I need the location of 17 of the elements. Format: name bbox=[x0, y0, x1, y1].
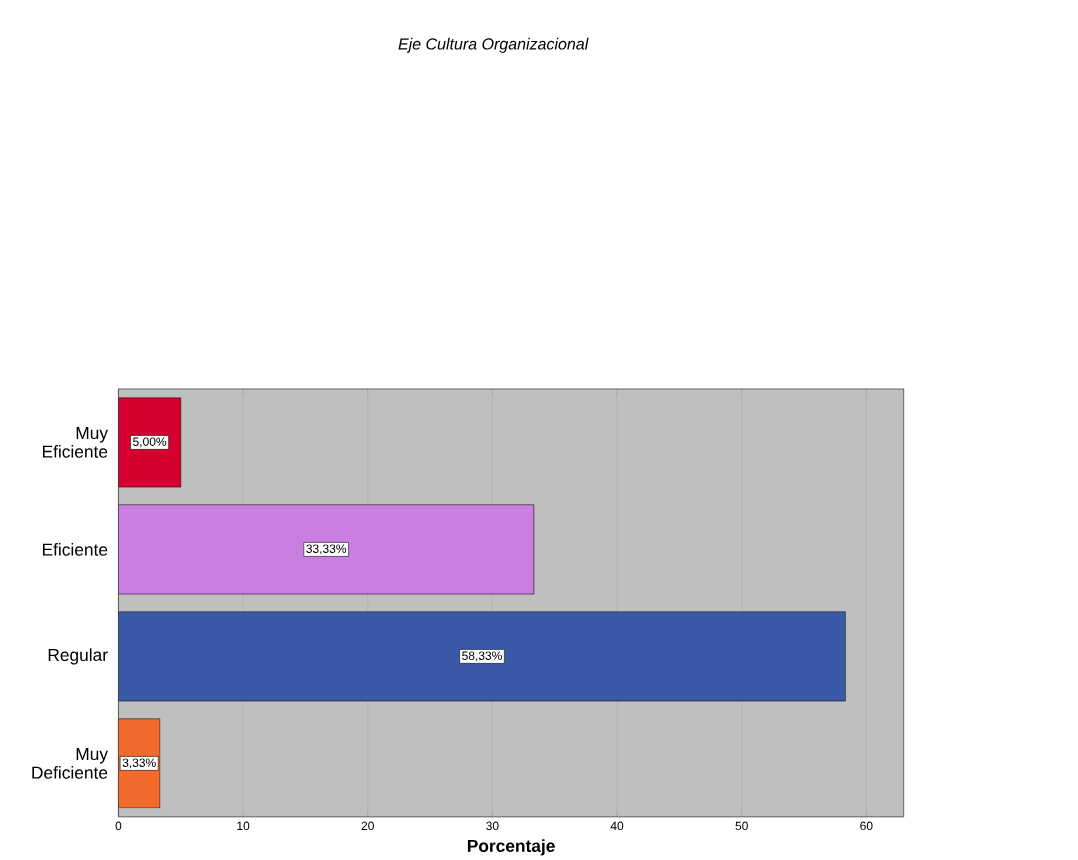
chart-title: Eje Cultura Organizacional bbox=[398, 37, 589, 53]
data-label: 3,33% bbox=[122, 758, 156, 769]
y-tick-label: Regular bbox=[48, 648, 108, 665]
x-tick-label: 60 bbox=[860, 821, 873, 831]
y-tick-label: Eficiente bbox=[42, 543, 108, 556]
x-tick-label: 30 bbox=[486, 821, 499, 831]
data-label: 33,33% bbox=[306, 544, 347, 555]
x-tick-label: 20 bbox=[361, 821, 374, 831]
x-tick-label: 0 bbox=[115, 821, 122, 831]
x-tick-label: 40 bbox=[610, 821, 624, 831]
data-label: 5,00% bbox=[133, 437, 167, 448]
y-tick-label: Muy Deficiente bbox=[32, 748, 108, 779]
x-tick-label: 10 bbox=[237, 821, 250, 831]
y-tick-label: Muy Eficiente bbox=[42, 427, 108, 458]
x-axis-title: Porcentaje bbox=[467, 839, 555, 856]
data-label: 58,33% bbox=[462, 651, 502, 662]
x-tick-label: 50 bbox=[735, 821, 748, 831]
